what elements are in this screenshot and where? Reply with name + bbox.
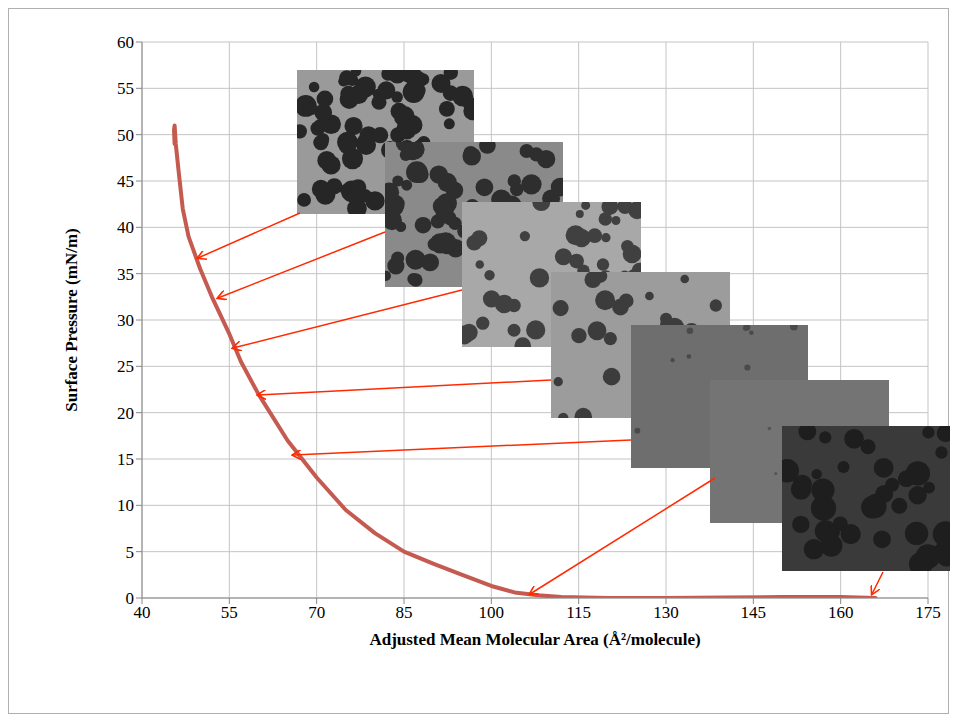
svg-text:Adjusted Mean Molecular Area (: Adjusted Mean Molecular Area (Å²/molecul… [369, 630, 700, 649]
svg-text:45: 45 [117, 172, 134, 191]
svg-text:Surface Pressure (mN/m): Surface Pressure (mN/m) [62, 228, 81, 412]
svg-text:40: 40 [117, 218, 134, 237]
svg-text:175: 175 [915, 603, 941, 622]
svg-text:25: 25 [117, 357, 134, 376]
svg-text:85: 85 [396, 603, 413, 622]
svg-text:30: 30 [117, 311, 134, 330]
svg-text:15: 15 [117, 450, 134, 469]
svg-text:50: 50 [117, 126, 134, 145]
svg-text:115: 115 [566, 603, 591, 622]
svg-text:10: 10 [117, 496, 134, 515]
svg-text:70: 70 [308, 603, 325, 622]
svg-text:5: 5 [126, 543, 135, 562]
svg-text:100: 100 [479, 603, 505, 622]
svg-text:130: 130 [653, 603, 679, 622]
svg-text:35: 35 [117, 265, 134, 284]
svg-text:0: 0 [126, 589, 135, 608]
svg-text:60: 60 [117, 33, 134, 52]
svg-text:145: 145 [741, 603, 767, 622]
svg-text:40: 40 [134, 603, 151, 622]
svg-text:160: 160 [828, 603, 854, 622]
svg-text:55: 55 [117, 79, 134, 98]
svg-text:55: 55 [221, 603, 238, 622]
svg-text:20: 20 [117, 404, 134, 423]
